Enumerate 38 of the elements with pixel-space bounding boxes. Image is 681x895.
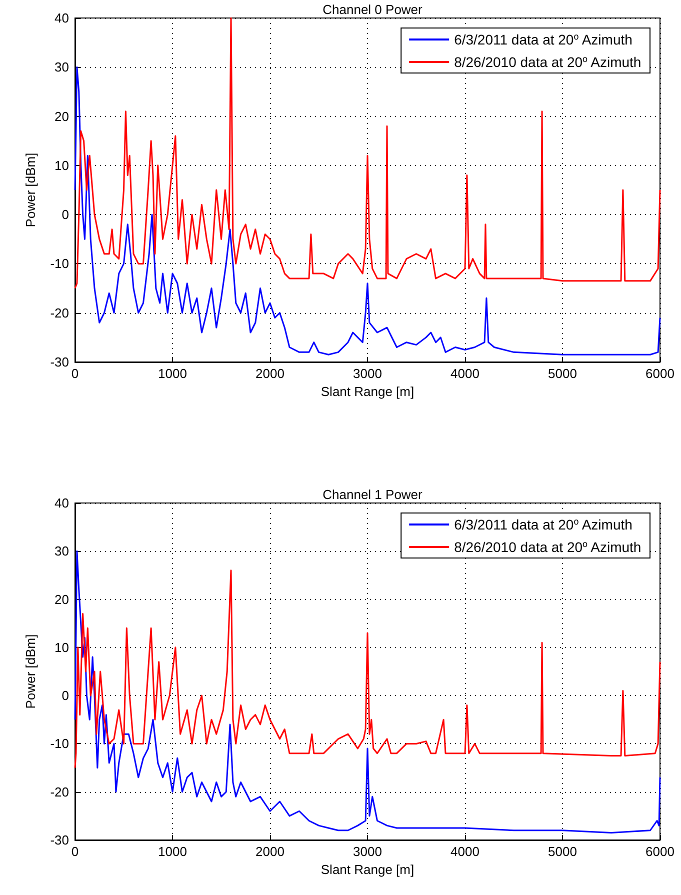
- chart-title: Channel 1 Power: [322, 487, 424, 502]
- x-tick-label: 6000: [646, 366, 674, 381]
- x-tick-label: 3000: [353, 844, 382, 859]
- x-tick-label: 4000: [450, 844, 480, 859]
- y-tick-label: 0: [62, 207, 69, 222]
- y-tick-label: 30: [54, 544, 69, 559]
- y-tick-label: 40: [54, 496, 69, 510]
- y-tick-label: -20: [50, 305, 69, 320]
- y-tick-label: 40: [54, 10, 69, 26]
- y-tick-label: 20: [54, 592, 69, 607]
- x-tick-label: 2000: [256, 844, 284, 859]
- x-tick-label: 1000: [158, 844, 187, 859]
- line-series: [74, 570, 661, 769]
- y-tick-label: 10: [54, 640, 69, 655]
- y-axis-title: Power [dBm]: [23, 634, 38, 709]
- x-axis-title: Slant Range [m]: [320, 862, 414, 877]
- y-tick-label: -30: [50, 832, 69, 848]
- y-tick-label: -10: [50, 256, 69, 272]
- x-tick-label: 5000: [548, 844, 577, 859]
- x-tick-label: 5000: [548, 366, 577, 381]
- y-tick-label: -10: [50, 736, 69, 752]
- x-tick-label: 0: [71, 844, 79, 859]
- x-tick-label: 4000: [450, 366, 480, 381]
- y-tick-label: 30: [54, 60, 69, 75]
- y-axis-title: Power [dBm]: [23, 152, 38, 228]
- y-tick-label: 0: [62, 688, 69, 704]
- x-tick-label: 6000: [646, 844, 674, 859]
- x-tick-label: 0: [71, 366, 79, 381]
- y-tick-label: 20: [54, 108, 69, 124]
- x-axis-title: Slant Range [m]: [320, 384, 414, 399]
- x-tick-label: 3000: [353, 366, 382, 381]
- x-tick-label: 1000: [158, 366, 187, 381]
- y-tick-label: -30: [50, 354, 69, 370]
- y-tick-label: -20: [50, 784, 69, 800]
- x-tick-label: 2000: [256, 366, 284, 381]
- chart-title: Channel 0 Power: [322, 2, 424, 17]
- y-tick-label: 10: [54, 158, 69, 173]
- line-series: [74, 66, 661, 356]
